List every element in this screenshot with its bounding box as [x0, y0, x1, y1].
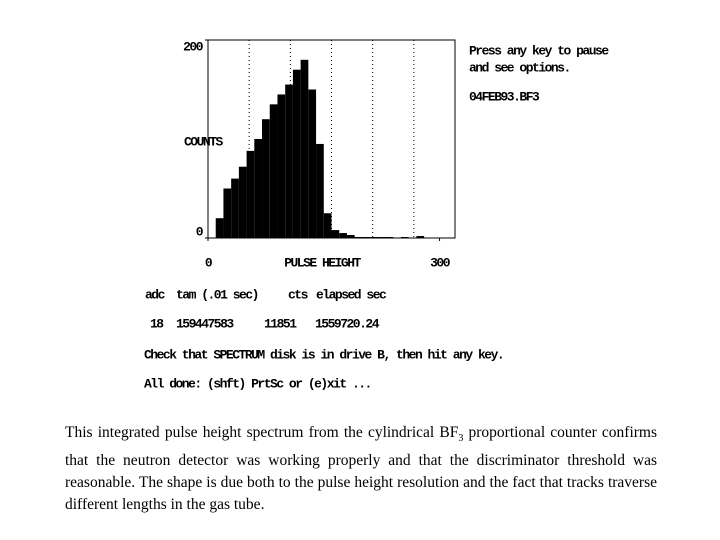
bar [377, 237, 386, 238]
x-axis-label: PULSE HEIGHT [284, 255, 361, 270]
bar [231, 178, 239, 238]
bar [416, 236, 425, 238]
message: Check that SPECTRUM disk is in drive B, … [144, 347, 503, 362]
caption-subscript: 3 [458, 433, 464, 445]
bar [246, 150, 255, 238]
bar [385, 237, 394, 238]
bar [254, 139, 263, 238]
table-cell: 1559720.24 [315, 316, 380, 331]
bar [362, 237, 371, 238]
bar [308, 89, 317, 238]
bar [323, 213, 332, 238]
table-header: adc [145, 287, 166, 302]
x-tick-label: 300 [430, 255, 451, 270]
bar [400, 237, 409, 238]
y-tick-label: 0 [196, 224, 204, 239]
bar [269, 104, 278, 238]
bar [339, 233, 347, 238]
bar [215, 218, 224, 238]
bar [238, 166, 247, 238]
table-cell: 18 [150, 316, 164, 331]
bar [354, 237, 363, 238]
bar [331, 230, 340, 238]
x-tick-label: 0 [205, 255, 213, 270]
prompt: and see options. [469, 60, 570, 75]
table-header: elapsed sec [316, 287, 387, 302]
caption-text: This integrated pulse height spectrum fr… [65, 424, 459, 441]
filename: 04FEB93.BF3 [469, 89, 540, 104]
message: All done: (shft) PrtSc or (e)xit ... [144, 376, 371, 391]
bar [292, 69, 301, 238]
bar [370, 237, 378, 238]
table-cell: 159447583 [176, 316, 234, 331]
caption: This integrated pulse height spectrum fr… [65, 422, 657, 516]
bar [223, 188, 232, 238]
bar [262, 119, 270, 238]
table-header: cts [288, 287, 309, 302]
caption-text: proportional counter confirms that the n… [65, 424, 658, 514]
bar [300, 59, 309, 238]
bar [316, 143, 324, 238]
screen: COUNTS PULSE HEIGHT Press any key to pau… [144, 39, 611, 391]
prompt: Press any key to pause [469, 43, 609, 58]
bar [277, 94, 286, 238]
bar [346, 235, 355, 238]
bar [285, 84, 293, 238]
y-axis-label: COUNTS [184, 134, 224, 149]
y-tick-label: 200 [183, 39, 204, 54]
table-header: tam (.01 sec) [176, 287, 258, 302]
table-cell: 11851 [264, 316, 297, 331]
